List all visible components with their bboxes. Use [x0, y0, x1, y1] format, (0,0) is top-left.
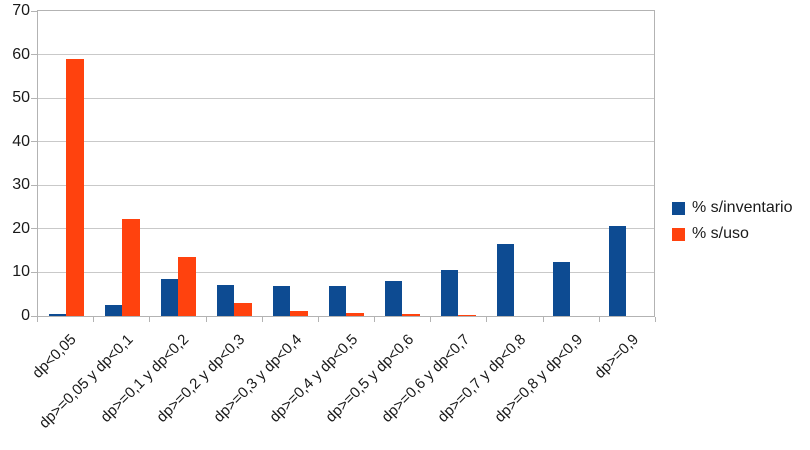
gridline-40 [38, 141, 654, 143]
x-axis-tick-11 [655, 317, 656, 322]
bar-inventario-9 [552, 261, 570, 316]
x-axis-label-10: dp>=0,9 [590, 331, 642, 382]
y-axis-label-60: 60 [12, 45, 30, 63]
x-axis-tick-9 [542, 317, 544, 322]
bar-inventario-3 [216, 284, 234, 316]
gridline-30 [38, 184, 654, 186]
x-axis-tick-6 [374, 317, 376, 322]
x-axis-tick-4 [261, 317, 263, 322]
legend: % s/inventario % s/uso [672, 199, 793, 251]
y-axis-tick-0 [31, 315, 37, 317]
gridline-60 [38, 54, 654, 56]
legend-entry-inventario: % s/inventario [672, 199, 793, 217]
gridline-10 [38, 271, 654, 273]
x-axis-tick-3 [205, 317, 207, 322]
y-axis-tick-40 [31, 141, 37, 143]
bar-inventario-1 [104, 304, 122, 316]
y-axis-label-50: 50 [12, 89, 30, 107]
gridline-50 [38, 97, 654, 99]
bar-uso-3 [234, 303, 252, 316]
bar-inventario-10 [608, 226, 626, 316]
bar-uso-5 [346, 312, 364, 316]
x-axis-tick-2 [149, 317, 151, 322]
y-axis-label-30: 30 [12, 176, 30, 194]
y-axis-label-10: 10 [12, 263, 30, 281]
y-axis-label-0: 0 [21, 307, 30, 324]
legend-entry-uso: % s/uso [672, 225, 793, 243]
legend-label: % s/uso [692, 225, 749, 242]
x-axis-tick-5 [317, 317, 319, 322]
y-axis-tick-70 [31, 10, 37, 12]
y-axis-label-20: 20 [12, 219, 30, 237]
y-axis-tick-20 [31, 228, 37, 230]
x-axis-tick-8 [486, 317, 488, 322]
legend-swatch-icon [672, 227, 685, 241]
y-axis-tick-30 [31, 184, 37, 186]
y-axis-tick-60 [31, 54, 37, 56]
bar-uso-1 [122, 219, 140, 316]
bar-inventario-2 [160, 279, 178, 316]
bar-inventario-0 [48, 314, 66, 316]
x-axis-tick-7 [430, 317, 432, 322]
bar-inventario-8 [496, 244, 514, 316]
bar-uso-2 [178, 256, 196, 316]
bar-inventario-5 [328, 285, 346, 316]
gridline-20 [38, 228, 654, 230]
x-axis-tick-0 [37, 317, 38, 322]
y-axis-tick-10 [31, 271, 37, 273]
x-axis-label-0: dp<0,05 [29, 331, 81, 382]
plot-area [37, 10, 655, 317]
bar-inventario-7 [440, 270, 458, 316]
bar-inventario-6 [384, 281, 402, 316]
bar-uso-6 [402, 314, 420, 316]
bar-inventario-4 [272, 285, 290, 316]
y-axis-label-40: 40 [12, 132, 30, 150]
bar-uso-0 [66, 58, 84, 316]
y-axis-label-70: 70 [12, 2, 30, 19]
bar-uso-7 [458, 314, 476, 316]
bar-uso-4 [290, 310, 308, 316]
x-axis-tick-1 [93, 317, 95, 322]
legend-label: % s/inventario [692, 199, 793, 216]
x-axis-tick-10 [598, 317, 600, 322]
y-axis-tick-50 [31, 97, 37, 99]
legend-swatch-icon [672, 201, 685, 215]
